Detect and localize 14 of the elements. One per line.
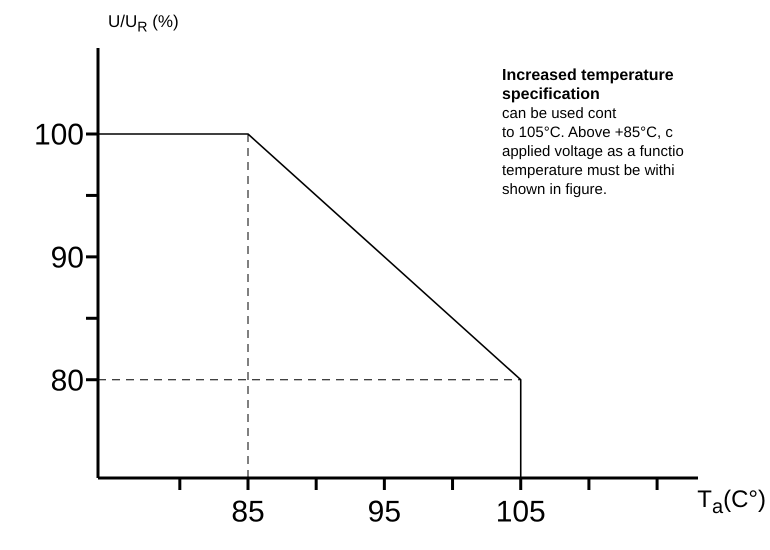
annotation: applied voltage as a functio [502, 142, 685, 161]
y-tick-label: 80 [50, 364, 84, 398]
x-tick-label: 105 [496, 495, 546, 528]
annotation: shown in figure. [502, 180, 608, 199]
y-tick-label: 100 [34, 118, 84, 152]
x-axis-title: T$_{a}$(C°) [697, 486, 766, 519]
x-tick-label: 95 [368, 495, 402, 528]
text: Increased temperature specification [502, 66, 675, 104]
annotation: temperature must be withi [502, 161, 676, 180]
annotation: to 105°C. Above +85°C, c [502, 123, 674, 142]
annotation: can be used cont [502, 104, 618, 123]
y-tick-label: 90 [50, 242, 84, 275]
y-axis-title: U/U$_{R}$ (%) [108, 12, 179, 36]
x-tick-label: 85 [231, 495, 265, 528]
